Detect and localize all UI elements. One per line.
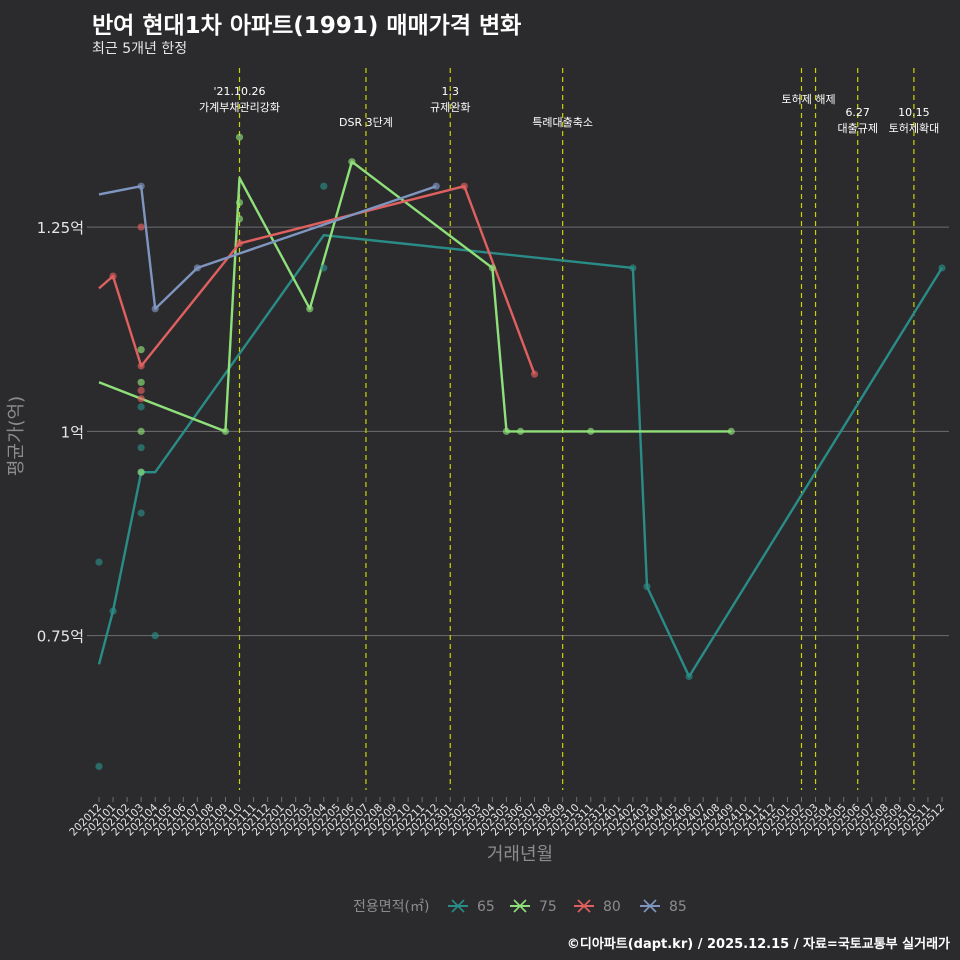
legend-title: 전용면적(㎡) [353, 899, 429, 915]
data-point-75 [235, 215, 244, 223]
data-point-65 [137, 403, 145, 411]
legend-key-x-65 [451, 899, 465, 913]
data-point-75 [137, 346, 145, 354]
data-point-75 [587, 427, 595, 435]
legend-key-x-75 [513, 899, 527, 913]
x-axis-label: 거래년월 [487, 844, 553, 865]
data-point-80 [137, 386, 145, 395]
data-point-75 [306, 305, 314, 313]
legend-label-80: 80 [603, 899, 621, 915]
event-label: 10.15 [898, 106, 930, 119]
legend-label-85: 85 [669, 899, 687, 915]
data-point-75 [348, 158, 356, 166]
data-point-80 [530, 370, 539, 378]
data-point-75 [727, 427, 735, 435]
x-axis: 2020122021012021022021032021042021052021… [67, 797, 947, 838]
data-point-80 [109, 272, 117, 280]
data-point-65 [95, 558, 103, 566]
y-tick-label: 0.75억 [37, 628, 84, 646]
chart-title: 반여 현대1차 아파트(1991) 매매가격 변화 [92, 13, 522, 39]
data-point-65 [151, 632, 159, 640]
event-label: 6.27 [845, 106, 870, 119]
data-point-65 [320, 264, 328, 272]
event-label: 대출규제 [837, 122, 877, 135]
data-point-65 [938, 264, 946, 272]
y-axis: 0.75억 1억 1.25억 [37, 219, 92, 646]
event-label: 가계부채관리강화 [199, 101, 280, 114]
data-point-65 [320, 182, 328, 190]
data-point-80 [137, 223, 145, 231]
data-point-65 [137, 444, 145, 452]
data-point-75 [235, 198, 244, 207]
data-point-75 [137, 427, 145, 435]
data-point-65 [95, 762, 103, 770]
series-line-75 [98, 160, 732, 433]
source-caption: ©디아파트(dapt.kr) / 2025.12.15 / 자료=국토교통부 실… [566, 937, 950, 952]
data-point-65 [137, 509, 145, 517]
data-point-75 [488, 264, 496, 272]
series-point-layer [95, 133, 946, 770]
event-label: 1.3 [442, 85, 460, 98]
series-line-65 [97, 233, 944, 678]
legend: 전용면적(㎡) 65 75 80 85 [353, 899, 687, 915]
y-tick-label: 1.25억 [37, 219, 84, 237]
data-point-65 [109, 607, 117, 615]
event-label: '21.10.26 [213, 85, 265, 98]
data-point-85 [432, 182, 440, 190]
data-point-80 [137, 395, 145, 403]
y-tick-label: 1억 [61, 423, 84, 441]
data-point-80 [460, 182, 468, 190]
data-point-80 [235, 239, 244, 248]
event-label: 토허제확대 [889, 122, 940, 135]
event-label: DSR 3단계 [339, 116, 393, 129]
data-point-85 [193, 264, 201, 272]
data-point-65 [643, 583, 651, 591]
data-point-85 [151, 305, 159, 313]
series-line-85 [98, 184, 437, 310]
y-axis-label: 평균가(억) [6, 396, 27, 476]
event-label: 규제완화 [430, 101, 470, 114]
event-label: 토허제 해제 [781, 92, 835, 106]
data-point-80 [137, 362, 145, 370]
data-point-75 [516, 427, 525, 435]
data-point-75 [502, 427, 511, 435]
legend-label-75: 75 [539, 899, 557, 915]
event-label: 특례대출축소 [532, 116, 593, 129]
data-point-75 [221, 427, 230, 435]
legend-label-65: 65 [477, 899, 495, 915]
data-point-85 [137, 182, 145, 190]
data-point-65 [629, 264, 637, 272]
data-point-75 [235, 133, 244, 141]
chart-subtitle: 최근 5개년 한정 [92, 41, 188, 57]
data-point-75 [137, 378, 145, 386]
legend-key-x-85 [643, 899, 657, 913]
legend-key-x-80 [577, 899, 591, 913]
data-point-65 [685, 672, 693, 681]
data-point-75 [137, 468, 145, 476]
